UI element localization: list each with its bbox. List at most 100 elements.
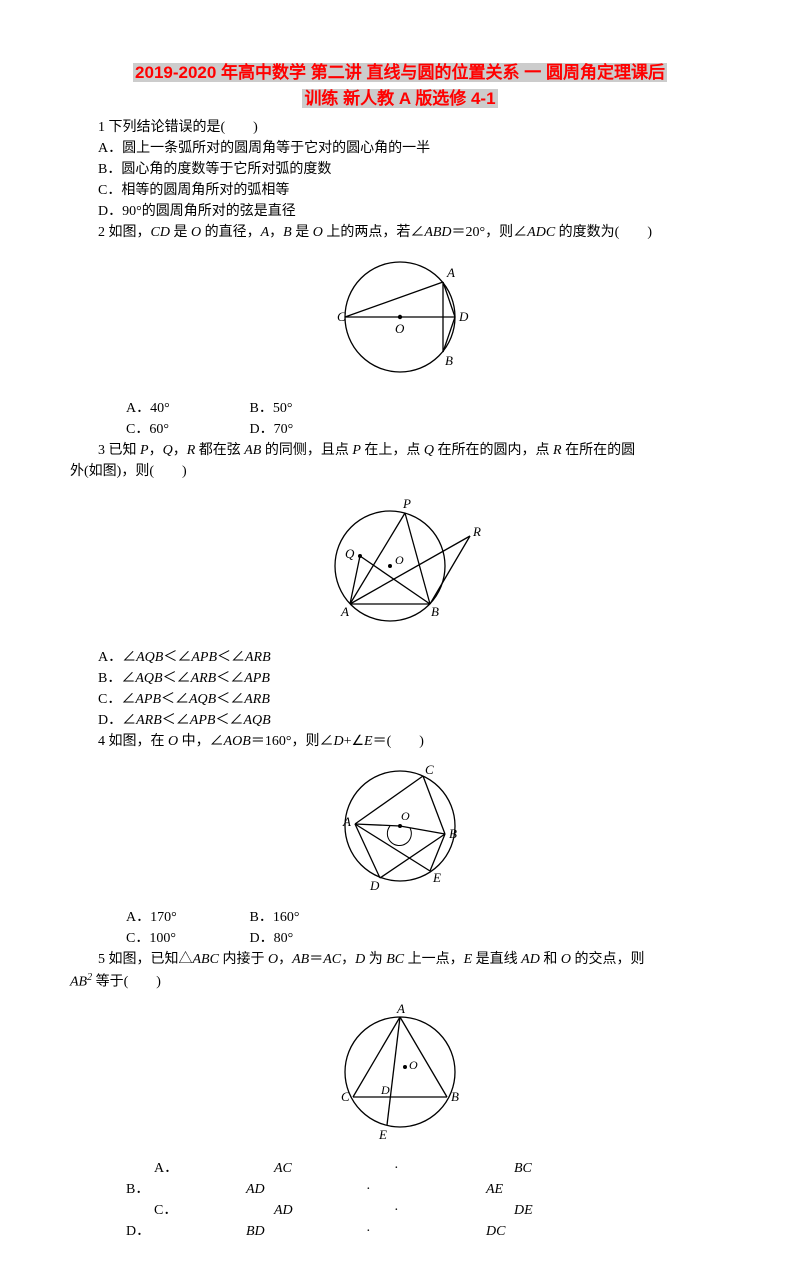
var: APB [191,650,217,665]
var: ABC [193,952,219,967]
svg-text:D: D [369,878,380,893]
q2-stem: 2 如图，CD 是 O 的直径，A，B 是 O 上的两点，若∠ABD＝20°，则… [70,222,730,243]
var: BC [486,1158,606,1179]
q2-figure: C D A B O [70,247,730,394]
q3-stem-2: 外(如图)，则( ) [70,461,730,482]
var-b: B [283,225,292,240]
t: ＝( ) [373,734,424,749]
var: AQB [136,650,163,665]
var: Q [163,443,173,458]
q4-opt-a: A．170° [98,907,218,928]
q3-figure: O A B P Q R [70,486,730,643]
q2-opt-b: B．50° [222,398,342,419]
var-cd: CD [151,225,170,240]
svg-text:E: E [432,870,441,885]
q1-opt-d: D．90°的圆周角所对的弦是直径 [70,201,730,222]
t: 3 已知 [98,443,140,458]
var: Q [424,443,434,458]
t: D． [98,1221,218,1242]
t: 为 [365,952,386,967]
var: DC [458,1221,578,1242]
q5-figure: O A B C D E [70,997,730,1154]
t: 是 [170,225,191,240]
t: 都在弦 [195,443,244,458]
var: E [464,952,473,967]
var: AD [218,1179,338,1200]
svg-text:B: B [451,1089,459,1104]
q2-opt-c: C．60° [98,419,218,440]
t: 是直线 [472,952,521,967]
svg-text:A: A [340,604,349,619]
q4-opt-c: C．100° [98,928,218,949]
t: 内接于 [219,952,268,967]
t: 的同侧，且点 [261,443,352,458]
t: 和 [540,952,561,967]
t: ＜∠ [162,713,190,728]
q5-opts-2: C．AD·DE D．BD·DC [70,1200,730,1242]
title-line-1: 2019-2020 年高中数学 第二讲 直线与圆的位置关系 一 圆周角定理课后 [133,63,667,82]
svg-text:Q: Q [345,546,355,561]
page-title: 2019-2020 年高中数学 第二讲 直线与圆的位置关系 一 圆周角定理课后 … [70,60,730,111]
t: · [338,1179,458,1200]
t: 的直径， [201,225,261,240]
var: E [364,734,373,749]
t: C． [126,1200,246,1221]
svg-text:C: C [425,762,434,777]
var: AQB [135,671,162,686]
svg-text:E: E [378,1127,387,1142]
q1-opt-a: A．圆上一条弧所对的圆周角等于它对的圆心角的一半 [70,138,730,159]
t: 等于( ) [92,975,161,990]
q1-stem: 1 下列结论错误的是( ) [70,117,730,138]
q3-opt-a: A．∠AQB＜∠APB＜∠ARB [70,647,730,668]
t: ， [149,443,163,458]
t: ， [341,952,355,967]
svg-text:D: D [458,309,469,324]
var: O [268,952,278,967]
q4-opts-2: C．100° D．80° [70,928,730,949]
t: 4 如图，在 [98,734,168,749]
var: ARB [191,671,217,686]
t: ＜∠ [216,671,244,686]
var: AE [458,1179,578,1200]
var: AD [246,1200,366,1221]
var-o: O [191,225,201,240]
var: AB [292,952,309,967]
q3-opt-c: C．∠APB＜∠AQB＜∠ARB [70,689,730,710]
var: APB [135,692,161,707]
t: A． [126,1158,246,1179]
svg-text:B: B [431,604,439,619]
var: APB [244,671,270,686]
q5-stem-2: AB2 等于( ) [70,970,730,993]
svg-text:O: O [395,553,404,567]
q4-opt-d: D．80° [222,928,342,949]
svg-text:C: C [337,309,346,324]
t: · [366,1158,486,1179]
var: AQB [243,713,270,728]
q2-opt-d: D．70° [222,419,342,440]
t: B． [98,1179,218,1200]
t: B．∠ [98,671,135,686]
var: ARB [244,692,270,707]
t: A．∠ [98,650,136,665]
t: ＜∠ [163,650,191,665]
svg-text:O: O [409,1058,418,1072]
t: · [338,1221,458,1242]
t: 中，∠ [178,734,224,749]
t: 上一点， [404,952,464,967]
var: P [140,443,149,458]
svg-text:P: P [402,496,411,511]
var: D [333,734,343,749]
t: ＝20°，则∠ [452,225,528,240]
t: 的度数为( ) [555,225,652,240]
svg-text:O: O [401,809,410,823]
q5-opt-d: D．BD·DC [70,1221,578,1242]
t: 在上，点 [361,443,424,458]
var: AB [70,975,87,990]
svg-text:B: B [445,353,453,368]
svg-text:B: B [449,826,457,841]
q4-figure: O A B C D E [70,756,730,903]
var: AC [246,1158,366,1179]
svg-text:D: D [380,1083,390,1097]
q5-stem-1: 5 如图，已知△ABC 内接于 O，AB＝AC，D 为 BC 上一点，E 是直线… [70,949,730,970]
q3-opt-d: D．∠ARB＜∠APB＜∠AQB [70,710,730,731]
